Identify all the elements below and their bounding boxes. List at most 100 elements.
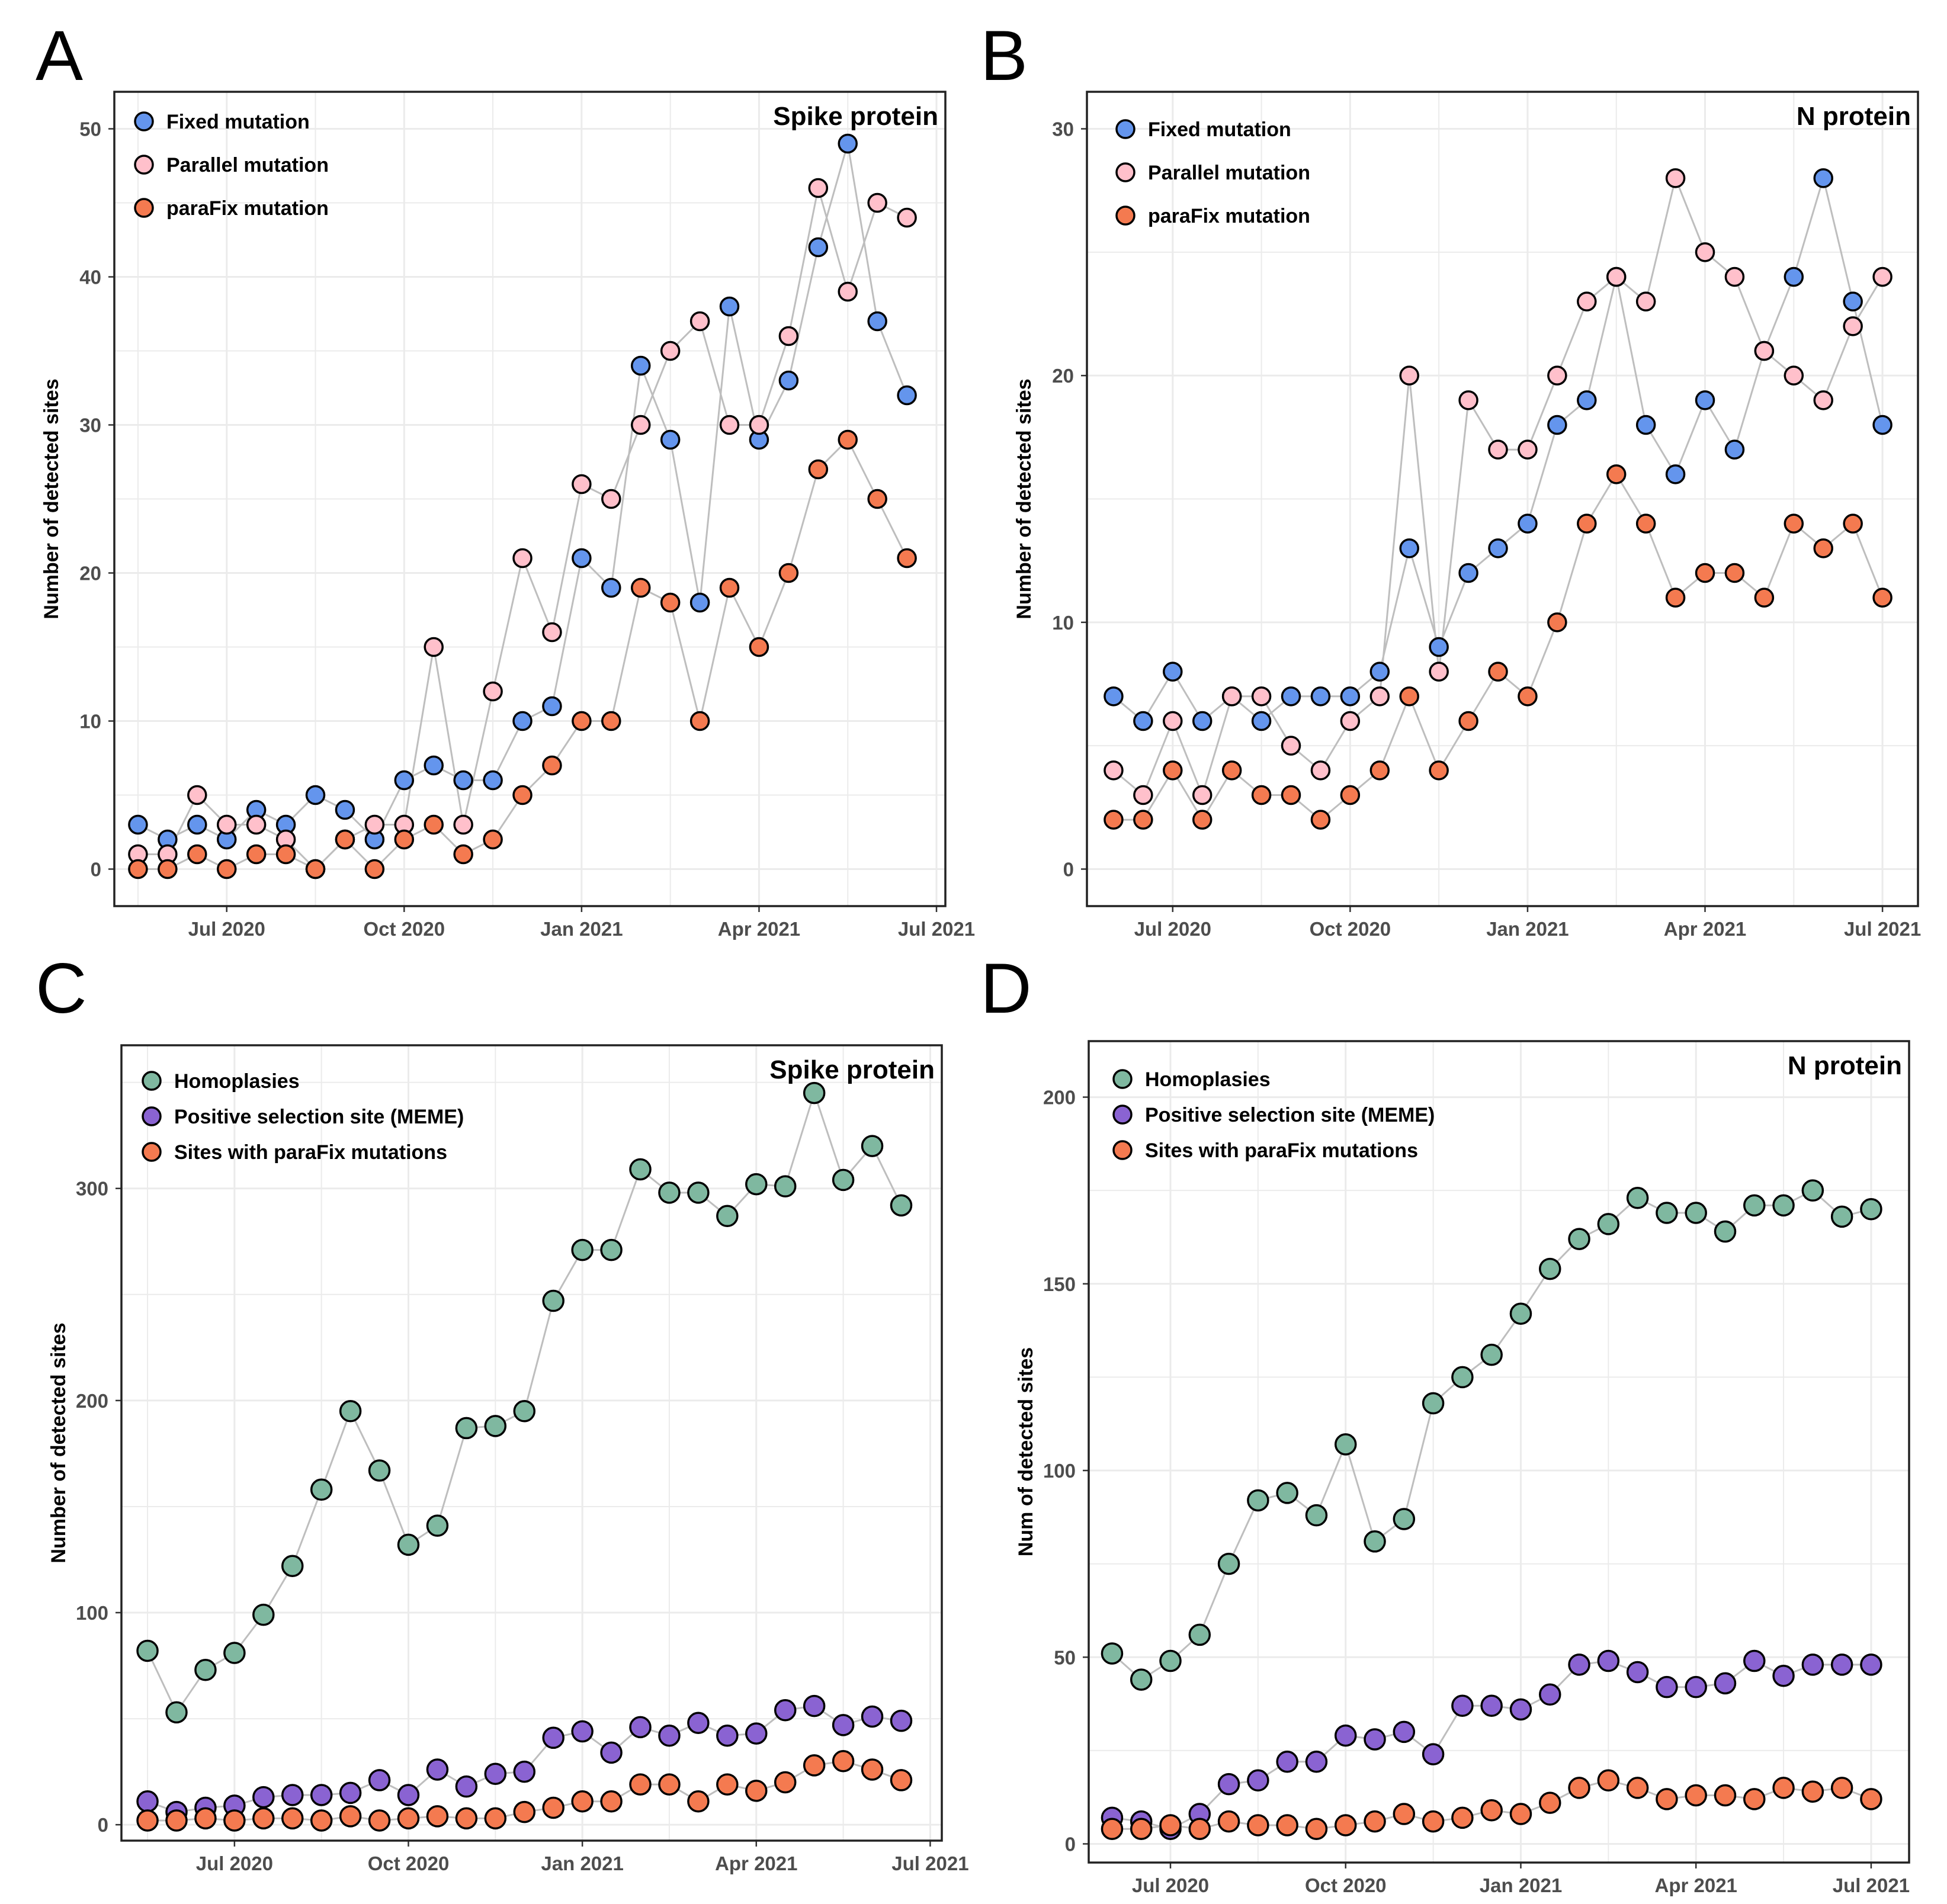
data-point — [426, 1805, 449, 1828]
data-point — [630, 577, 651, 598]
data-point — [1518, 686, 1538, 707]
data-point — [1539, 1683, 1561, 1706]
data-point — [1547, 612, 1567, 632]
x-tick-label: Oct 2020 — [368, 1852, 450, 1874]
data-point — [1369, 662, 1390, 682]
data-point — [1480, 1694, 1503, 1717]
data-point — [275, 844, 296, 865]
y-axis-title: Number of detected sites — [47, 1322, 70, 1563]
legend-label: Positive selection site (MEME) — [174, 1106, 464, 1128]
data-point — [838, 133, 858, 154]
data-point — [1772, 1777, 1795, 1799]
data-point — [223, 1642, 246, 1664]
series-line — [1111, 1189, 1872, 1681]
data-point — [1247, 1769, 1269, 1792]
data-point — [542, 622, 562, 643]
data-point — [1101, 1642, 1124, 1665]
panel-letter-c: C — [36, 949, 87, 1028]
data-point — [1606, 464, 1627, 484]
data-point — [1860, 1197, 1882, 1221]
y-tick-label: 0 — [1063, 859, 1074, 881]
data-point — [426, 1758, 449, 1781]
data-point — [1364, 1810, 1386, 1833]
x-tick-label: Jan 2021 — [540, 918, 623, 940]
data-point — [571, 1238, 594, 1261]
data-point — [339, 1805, 362, 1828]
y-tick-label: 0 — [91, 859, 101, 881]
data-point — [1488, 439, 1508, 460]
data-point — [453, 844, 473, 865]
data-point — [1695, 390, 1715, 410]
data-point — [455, 1417, 478, 1440]
x-tick-label: Jul 2021 — [1844, 918, 1921, 940]
legend-label: Fixed mutation — [1148, 118, 1291, 141]
data-point — [600, 1790, 623, 1813]
data-point — [1247, 1489, 1269, 1512]
data-point — [1656, 1675, 1678, 1698]
panel-letter-d: D — [980, 949, 1032, 1028]
data-point — [1192, 711, 1213, 731]
data-point — [1281, 686, 1301, 707]
data-point — [1509, 1302, 1532, 1325]
data-point — [1843, 513, 1863, 534]
data-point — [1872, 267, 1893, 287]
data-point — [158, 859, 178, 879]
data-point — [1101, 1818, 1124, 1841]
data-point — [335, 829, 355, 850]
data-point — [719, 415, 740, 435]
panel-b-n-protein-mutations-chart: 0 10 20 30 Jul 2020 Oct 2020 Jan 2021 Apr 2021 J… — [1013, 91, 1921, 940]
chart-title: N protein — [1788, 1051, 1902, 1080]
data-point — [1163, 711, 1183, 731]
data-point — [832, 1749, 855, 1773]
legend-marker — [142, 1142, 162, 1162]
data-point — [745, 1722, 768, 1745]
data-point — [1695, 563, 1715, 583]
legend-label: Positive selection site (MEME) — [1145, 1104, 1435, 1126]
data-point — [1429, 637, 1449, 657]
x-tick-label: Jan 2021 — [1480, 1874, 1562, 1896]
data-point — [1568, 1777, 1590, 1799]
data-point — [1422, 1743, 1445, 1765]
data-point — [1192, 810, 1213, 830]
series-line — [137, 188, 907, 871]
data-point — [1480, 1799, 1503, 1822]
legend-label: Homoplasies — [1145, 1068, 1271, 1091]
data-point — [128, 814, 148, 835]
data-point — [1724, 439, 1745, 460]
data-point — [136, 1790, 159, 1813]
legend-marker — [134, 198, 154, 218]
data-point — [719, 296, 740, 317]
data-point — [246, 814, 267, 835]
data-point — [1340, 711, 1361, 731]
data-point — [719, 577, 740, 598]
data-point — [1577, 513, 1597, 534]
data-point — [1754, 341, 1775, 361]
data-point — [897, 385, 917, 406]
data-point — [745, 1780, 768, 1802]
x-tick-label: Jul 2020 — [188, 918, 265, 940]
data-point — [1188, 1623, 1211, 1646]
data-point — [1221, 686, 1242, 707]
data-point — [658, 1773, 681, 1796]
data-point — [1310, 760, 1331, 781]
data-point — [1695, 242, 1715, 262]
legend-label: Fixed mutation — [166, 111, 310, 133]
data-point — [1488, 538, 1508, 558]
data-point — [542, 1726, 564, 1749]
data-point — [1217, 1810, 1240, 1833]
data-point — [1656, 1788, 1678, 1810]
y-tick-label: 150 — [1043, 1273, 1076, 1295]
data-point — [542, 696, 562, 717]
data-point — [1133, 810, 1153, 830]
data-point — [1518, 439, 1538, 460]
data-point — [1830, 1777, 1853, 1799]
data-point — [1399, 365, 1419, 386]
data-point — [310, 1809, 333, 1832]
data-point — [890, 1709, 913, 1732]
plot-border — [1086, 91, 1919, 907]
data-point — [867, 489, 887, 509]
data-point — [838, 281, 858, 302]
x-tick-label: Jul 2021 — [898, 918, 975, 940]
data-point — [397, 1533, 420, 1556]
panel-c-spike-sites-chart: 0 100 200 300 Jul 2020 Oct 2020 Jan 2021 Apr 20… — [47, 1044, 969, 1874]
